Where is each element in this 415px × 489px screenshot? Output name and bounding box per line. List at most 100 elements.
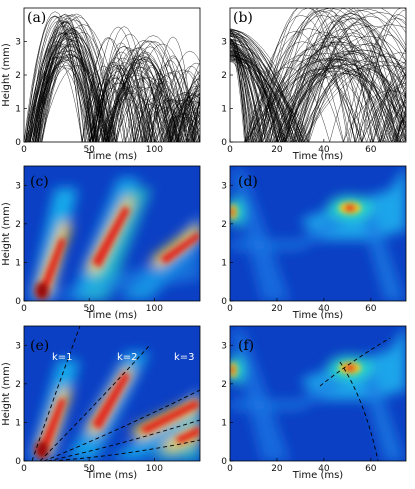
annotation-k2: k=2 <box>117 352 138 363</box>
y-tick-label: 3 <box>15 38 21 48</box>
trajectory-line <box>29 45 200 142</box>
trajectory-line <box>230 41 406 142</box>
trajectory-line <box>230 13 406 142</box>
panel-f-frame <box>229 325 407 462</box>
y-tick-label: 3 <box>15 341 21 351</box>
y-tick-label: 1 <box>15 418 21 428</box>
x-tick-label: 60 <box>365 464 377 474</box>
trajectory-line <box>230 42 406 142</box>
panel-c-ylabel: Height (mm) <box>1 202 12 266</box>
y-tick-label: 0 <box>221 297 227 307</box>
trajectory-line <box>30 30 200 142</box>
panel-e-xlabel: Time (ms) <box>86 470 138 481</box>
trajectory-line <box>25 44 200 142</box>
trajectory-line <box>230 61 406 142</box>
trajectory-line <box>37 13 200 142</box>
trajectory-line <box>230 28 406 142</box>
trajectory-line <box>230 29 406 142</box>
panel-e-fit-curves <box>31 326 200 461</box>
trajectory-line <box>31 66 200 142</box>
trajectory-line <box>230 15 406 142</box>
panel-e-ticks: 0 50 100 0 1 2 3 <box>15 341 163 474</box>
trajectory-line <box>26 15 200 142</box>
trajectory-line <box>230 31 406 142</box>
trajectory-line <box>32 54 200 142</box>
panel-d-heatmap <box>230 166 406 301</box>
trajectory-line <box>230 42 406 142</box>
panel-a-ticks: 0 50 100 0 1 2 3 <box>15 38 163 156</box>
trajectory-line <box>230 35 406 142</box>
trajectory-line <box>36 44 200 142</box>
trajectory-line <box>27 21 200 142</box>
y-tick-label: 3 <box>15 181 21 191</box>
panel-d-label: (d) <box>238 174 258 190</box>
x-tick-label: 40 <box>318 145 330 155</box>
trajectory-line <box>230 8 406 142</box>
trajectory-line <box>230 38 406 142</box>
y-tick-label: 3 <box>221 341 227 351</box>
trajectory-line <box>230 43 406 142</box>
panel-b-xlabel: Time (ms) <box>292 151 344 162</box>
trajectory-line <box>230 10 406 142</box>
trajectory-line <box>230 44 406 142</box>
panel-a: (a) 0 50 100 0 1 2 3 Time (ms) Height (mm) <box>1 7 201 162</box>
y-tick-label: 2 <box>221 220 227 230</box>
trajectory-line <box>41 24 200 142</box>
panel-d-frame <box>229 165 407 302</box>
x-tick-label: 100 <box>146 145 163 155</box>
trajectory-line <box>230 8 406 142</box>
panel-e-frame <box>23 325 201 462</box>
trajectory-line <box>230 15 406 142</box>
x-tick-label: 0 <box>227 304 233 314</box>
trajectory-line <box>38 67 200 142</box>
trajectory-line <box>28 17 200 142</box>
panel-f-heatmap <box>230 326 406 461</box>
trajectory-line <box>230 33 406 142</box>
panel-c-frame <box>23 165 201 302</box>
panel-f-xlabel: Time (ms) <box>292 470 344 481</box>
panel-e-label: (e) <box>30 338 49 354</box>
y-tick-label: 1 <box>221 258 227 268</box>
panel-c-xlabel: Time (ms) <box>86 310 138 321</box>
panel-a-xlabel: Time (ms) <box>86 151 138 162</box>
y-tick-label: 3 <box>221 38 227 48</box>
panel-c: (c) 0 50 100 0 1 2 3 Time (ms) Height (mm) <box>1 165 201 321</box>
x-tick-label: 0 <box>21 464 27 474</box>
annotation-k1: k=1 <box>52 352 73 363</box>
y-tick-label: 1 <box>221 105 227 115</box>
y-tick-label: 0 <box>221 138 227 148</box>
trajectory-line <box>35 27 200 142</box>
trajectory-line <box>230 41 406 142</box>
x-tick-label: 20 <box>271 464 283 474</box>
panel-c-heatmap <box>28 178 200 301</box>
trajectory-line <box>230 53 406 142</box>
trajectory-line <box>41 36 200 142</box>
trajectory-line <box>24 15 200 142</box>
trajectory-line <box>35 65 200 142</box>
x-tick-label: 100 <box>146 304 163 314</box>
trajectory-line <box>230 14 406 142</box>
trajectory-line <box>25 32 200 142</box>
trajectory-line <box>29 37 200 142</box>
trajectory-line <box>35 43 200 142</box>
trajectory-line <box>39 29 200 142</box>
x-tick-label: 0 <box>227 464 233 474</box>
x-tick-label: 20 <box>271 145 283 155</box>
y-tick-label: 1 <box>15 258 21 268</box>
x-tick-label: 40 <box>318 304 330 314</box>
x-tick-label: 50 <box>83 464 95 474</box>
trajectory-line <box>230 24 406 142</box>
panel-c-ticks: 0 50 100 0 1 2 3 <box>15 181 163 314</box>
trajectory-line <box>34 50 200 142</box>
y-tick-label: 1 <box>221 418 227 428</box>
trajectory-line <box>230 55 406 142</box>
trajectory-line <box>35 43 200 142</box>
trajectory-line <box>230 29 406 142</box>
trajectory-line <box>36 59 200 142</box>
y-tick-label: 0 <box>15 297 21 307</box>
panel-a-label: (a) <box>27 10 46 26</box>
x-tick-label: 40 <box>318 464 330 474</box>
trajectory-line <box>230 38 406 142</box>
panel-d-ticks: 0 20 40 60 0 1 2 3 <box>221 181 377 314</box>
